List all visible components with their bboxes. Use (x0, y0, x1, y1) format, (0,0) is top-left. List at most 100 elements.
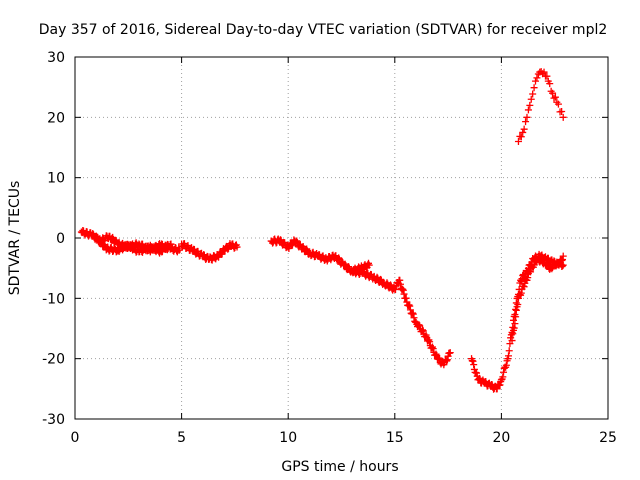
data-point-interp (524, 106, 532, 114)
data-point-interp (475, 375, 483, 383)
data-point-interp (421, 332, 429, 340)
data-point (523, 113, 531, 121)
data-point-interp (500, 368, 508, 376)
data-point (559, 252, 567, 260)
data-point-interp (373, 273, 381, 281)
data-point-interp (432, 350, 440, 358)
data-point-interp (548, 265, 556, 273)
data-point-interp (470, 361, 478, 369)
data-point-interp (512, 299, 520, 307)
data-point (284, 243, 292, 251)
data-point-interp (527, 268, 535, 276)
data-point-interp (396, 280, 404, 288)
data-point-interp (509, 323, 517, 331)
data-point-interp (426, 338, 434, 346)
data-point-interp (550, 94, 558, 102)
x-tick-label: 25 (599, 430, 617, 446)
y-tick-label: 20 (47, 110, 65, 126)
data-point-interp (526, 101, 534, 109)
x-tick-label: 0 (71, 430, 80, 446)
data-point-interp (514, 300, 522, 308)
data-point-interp (505, 347, 513, 355)
data-point-interp (302, 246, 310, 254)
data-point-interp (89, 230, 97, 238)
x-axis-label: GPS time / hours (281, 459, 398, 475)
x-tick-label: 15 (386, 430, 404, 446)
data-point-interp (530, 84, 538, 92)
data-point-interp (424, 337, 432, 345)
y-tick-label: -20 (42, 352, 65, 368)
data-point-interp (138, 248, 146, 256)
y-axis-label: SDTVAR / TECUs (7, 181, 23, 296)
data-point-interp (517, 289, 525, 297)
data-point-interp (469, 357, 477, 365)
y-tick-label: -10 (42, 291, 65, 307)
data-point-interp (429, 345, 437, 353)
x-tick-label: 10 (279, 430, 297, 446)
data-point (540, 68, 548, 76)
data-point-interp (520, 283, 528, 291)
data-point-interp (392, 285, 400, 293)
data-point-interp (559, 262, 567, 270)
data-point-interp (419, 327, 427, 335)
data-point-interp (409, 309, 417, 317)
data-point-interp (396, 276, 404, 284)
data-point-interp (558, 108, 566, 116)
data-point-interp (512, 306, 520, 314)
data-point-interp (428, 343, 436, 351)
data-point-interp (428, 344, 436, 352)
data-point (175, 246, 183, 254)
data-point-interp (496, 381, 504, 389)
data-point-interp (473, 369, 481, 377)
data-point (514, 137, 522, 145)
data-point-interp (341, 260, 349, 268)
data-point (167, 240, 175, 248)
data-point-interp (443, 357, 451, 365)
data-point-interp (435, 354, 443, 362)
data-point-interp (335, 254, 343, 262)
data-point-interp (419, 326, 427, 334)
data-point (508, 337, 516, 345)
data-point-interp (517, 133, 525, 141)
data-point-interp (502, 361, 510, 369)
data-point (446, 349, 454, 357)
y-tick-label: 30 (47, 50, 65, 66)
data-point-interp (511, 320, 519, 328)
data-point-interp (224, 245, 232, 253)
data-point-interp (533, 74, 541, 82)
data-point-interp (108, 234, 116, 242)
data-point-interp (524, 274, 532, 282)
data-point-interp (399, 285, 407, 293)
data-point-interp (416, 322, 424, 330)
data-point-interp (546, 80, 554, 88)
data-point (527, 95, 535, 103)
data-point-interp (505, 352, 513, 360)
data-point-interp (410, 314, 418, 322)
data-point-interp (443, 356, 451, 364)
data-point-interp (509, 316, 517, 324)
data-point (559, 261, 567, 269)
data-point-interp (529, 90, 537, 98)
data-point-interp (383, 279, 391, 287)
data-point-interp (405, 301, 413, 309)
data-point-interp (510, 324, 518, 332)
data-point (549, 89, 557, 97)
axis-ticks: 0 5 10 15 20 25 -30 -20 -10 0 10 20 30 (42, 50, 617, 446)
data-point-interp (377, 275, 385, 283)
x-tick-label: 20 (492, 430, 510, 446)
data-points (77, 68, 567, 393)
data-point (532, 77, 540, 85)
data-point-interp (415, 321, 423, 329)
data-point-interp (499, 373, 507, 381)
data-point-interp (409, 310, 417, 318)
data-point-interp (406, 302, 414, 310)
data-point-interp (522, 118, 530, 126)
data-point-interp (551, 93, 559, 101)
chart-title: Day 357 of 2016, Sidereal Day-to-day VTE… (39, 22, 608, 38)
data-point-interp (509, 330, 517, 338)
data-point-interp (345, 263, 353, 271)
data-point-interp (520, 125, 528, 133)
data-point-interp (554, 100, 562, 108)
data-point-interp (543, 260, 551, 268)
